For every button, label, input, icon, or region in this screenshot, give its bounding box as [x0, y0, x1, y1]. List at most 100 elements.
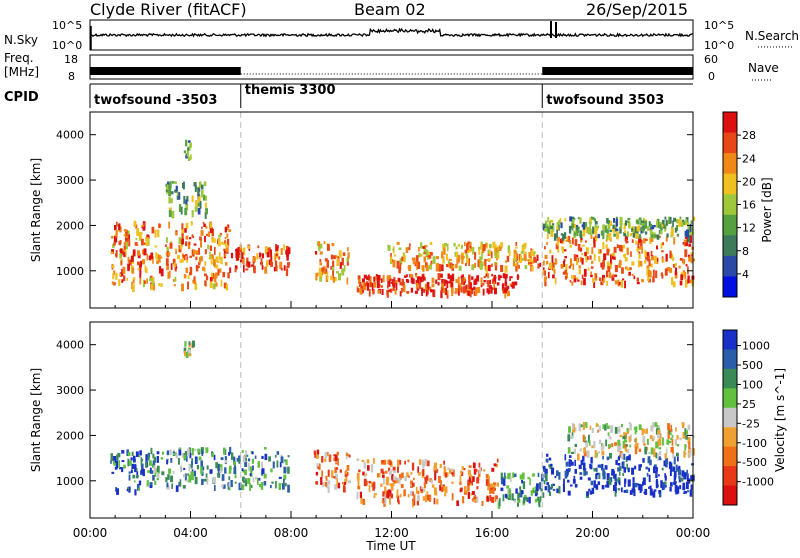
power-cell [564, 275, 567, 280]
power-cell [440, 287, 443, 292]
power-cell [565, 272, 569, 279]
power-cell [437, 273, 441, 281]
power-colorbar-tick-label: 4 [742, 268, 749, 281]
velocity-cell [472, 476, 475, 482]
velocity-cell [589, 490, 593, 495]
velocity-cell [625, 489, 629, 494]
velocity-cell [570, 461, 574, 466]
velocity-cell [642, 477, 646, 485]
power-cell [415, 280, 419, 285]
power-cell [419, 276, 423, 283]
velocity-cell [426, 460, 430, 467]
power-cell [239, 249, 243, 254]
power-cell [585, 226, 588, 234]
velocity-cell [678, 465, 681, 472]
power-cell [204, 273, 207, 277]
power-cell [637, 243, 640, 249]
velocity-cell [324, 452, 328, 459]
velocity-cell [586, 450, 590, 458]
power-cell [529, 257, 533, 263]
power-cell [590, 271, 593, 275]
power-cell [520, 251, 524, 254]
power-cell [557, 249, 560, 253]
power-cell [514, 281, 518, 286]
velocity-cell [380, 483, 383, 487]
velocity-cell [475, 468, 478, 473]
velocity-cell [434, 475, 437, 481]
power-cell [626, 231, 629, 238]
power-cell [318, 267, 322, 275]
velocity-cell [519, 491, 523, 498]
velocity-cell [537, 496, 540, 501]
velocity-cell [439, 463, 442, 469]
velocity-cell [335, 467, 339, 470]
power-cell [174, 276, 177, 282]
velocity-cell [462, 496, 465, 504]
power-cell [646, 255, 650, 262]
velocity-cell [140, 470, 143, 475]
power-cell [490, 251, 493, 259]
power-cell [320, 243, 323, 249]
velocity-cell [465, 490, 468, 493]
velocity-cell [231, 452, 234, 460]
power-cell [537, 263, 540, 269]
velocity-cell [389, 483, 392, 486]
power-cell [316, 272, 319, 277]
cpid-segment-label: themis 3300 [245, 83, 336, 98]
velocity-cell [178, 448, 182, 456]
velocity-cell [556, 488, 560, 494]
velocity-cell [631, 467, 635, 475]
velocity-cell [184, 341, 187, 347]
power-cell [407, 279, 410, 283]
velocity-cell [568, 426, 571, 433]
power-cell [658, 225, 661, 229]
power-cell [619, 226, 622, 234]
power-cell [245, 268, 249, 271]
velocity-cell [470, 480, 474, 486]
power-cell [564, 232, 567, 239]
velocity-colorbar-swatch [723, 368, 737, 389]
velocity-cell [605, 423, 608, 426]
velocity-cell [658, 474, 660, 477]
velocity-cell [574, 443, 577, 448]
power-cell [447, 273, 451, 279]
velocity-colorbar-frame [722, 329, 738, 506]
power-cell [599, 249, 602, 254]
power-cell [441, 253, 444, 259]
velocity-cell [456, 500, 460, 506]
velocity-cell [623, 467, 626, 473]
velocity-cell [683, 450, 686, 458]
velocity-cell [546, 482, 549, 486]
power-cell [270, 261, 273, 267]
velocity-cell [595, 422, 598, 427]
velocity-cell [149, 482, 153, 488]
power-colorbar-swatch [723, 214, 737, 236]
power-cell [619, 259, 622, 266]
power-cell [323, 241, 326, 244]
velocity-cell [249, 473, 252, 477]
velocity-cell [668, 461, 672, 470]
power-cell [195, 250, 199, 256]
power-cell [624, 257, 628, 262]
power-cell [494, 277, 497, 284]
power-cell [457, 276, 460, 285]
power-cell [581, 258, 584, 265]
power-cell [618, 244, 622, 252]
velocity-cell [689, 489, 693, 497]
power-cell [186, 256, 189, 260]
power-cell [378, 283, 381, 287]
power-cell [118, 279, 121, 286]
velocity-cell [498, 498, 501, 506]
power-cell [330, 266, 332, 270]
power-cell [507, 245, 511, 253]
velocity-cell [655, 480, 659, 489]
power-cell [600, 231, 604, 236]
power-cell [397, 277, 401, 283]
velocity-cell [614, 491, 617, 497]
power-cell [123, 252, 126, 257]
velocity-cell [389, 460, 392, 466]
power-cell [406, 291, 410, 294]
velocity-cell [327, 485, 330, 494]
velocity-cell [570, 435, 573, 440]
